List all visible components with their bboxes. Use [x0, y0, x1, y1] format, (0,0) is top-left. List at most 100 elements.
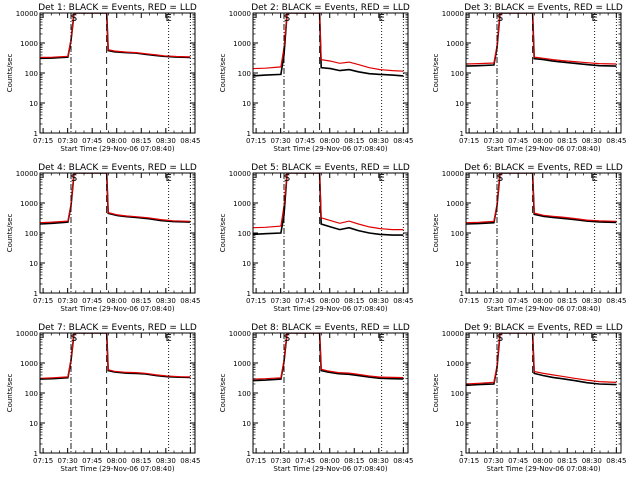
y-axis-label: Counts/sec	[219, 374, 227, 413]
plot-frame	[39, 172, 196, 294]
marker-s: S	[284, 13, 290, 24]
x-tick-label: 08:15	[344, 297, 364, 305]
marker-e: E	[378, 333, 384, 344]
x-tick-label: 08:15	[557, 457, 577, 465]
y-tick-label: 100	[25, 70, 38, 78]
series-group	[40, 333, 191, 380]
marker-s: S	[497, 333, 503, 344]
y-tick-label: 1	[34, 290, 38, 298]
marker-e: E	[378, 173, 384, 184]
y-tick-label: 10000	[229, 330, 251, 338]
x-tick-label: 08:00	[107, 457, 127, 465]
y-tick-label: 10000	[16, 10, 38, 18]
x-tick-label: 08:45	[393, 297, 413, 305]
x-tick-label: 08:30	[582, 457, 602, 465]
y-tick-label: 10	[455, 260, 464, 268]
plot-frame	[39, 12, 196, 134]
y-tick-label: 100	[451, 230, 464, 238]
x-tick-label: 08:15	[344, 137, 364, 145]
x-tick-label: 08:45	[180, 137, 200, 145]
x-tick-label: 08:45	[606, 137, 626, 145]
y-tick-label: 10	[29, 260, 38, 268]
marker-s: S	[284, 173, 290, 184]
x-tick-label: 08:15	[131, 457, 151, 465]
panel-title: Det 4: BLACK = Events, RED = LLD	[38, 163, 197, 173]
x-tick-label: 07:15	[246, 297, 266, 305]
x-tick-label: 07:15	[246, 137, 266, 145]
x-tick-label: 07:15	[459, 457, 479, 465]
x-tick-label: 07:45	[508, 457, 528, 465]
x-tick-label: 07:30	[271, 137, 291, 145]
x-tick-label: 08:30	[369, 297, 389, 305]
x-tick-label: 07:45	[295, 297, 315, 305]
series-group	[253, 333, 404, 382]
series-group	[40, 13, 191, 60]
x-tick-label: 08:30	[369, 457, 389, 465]
y-axis-label: Counts/sec	[219, 214, 227, 253]
marker-s: S	[497, 13, 503, 24]
y-axis-label: Counts/sec	[6, 54, 14, 93]
y-tick-label: 100	[238, 230, 251, 238]
y-tick-label: 1000	[20, 40, 38, 48]
plot-frame	[465, 172, 622, 294]
series-line-lld	[466, 173, 617, 224]
y-tick-label: 1	[247, 130, 251, 138]
series-group	[253, 173, 404, 236]
y-tick-label: 10000	[16, 330, 38, 338]
x-tick-label: 07:30	[484, 137, 504, 145]
x-axis-label: Start Time (29-Nov-06 07:08:40)	[273, 305, 387, 313]
panel-title: Det 6: BLACK = Events, RED = LLD	[464, 163, 623, 173]
x-tick-label: 08:15	[344, 457, 364, 465]
y-tick-label: 1	[247, 290, 251, 298]
marker-e: E	[591, 333, 597, 344]
x-tick-label: 08:45	[393, 137, 413, 145]
y-tick-label: 1	[34, 130, 38, 138]
x-tick-label: 07:30	[58, 137, 78, 145]
y-tick-label: 10000	[442, 170, 464, 178]
plot-frame	[252, 12, 409, 134]
y-tick-label: 10000	[16, 170, 38, 178]
x-tick-label: 07:45	[82, 137, 102, 145]
y-tick-label: 1000	[446, 40, 464, 48]
x-tick-label: 08:30	[156, 297, 176, 305]
marker-s: S	[71, 13, 77, 24]
x-tick-label: 07:45	[82, 457, 102, 465]
x-tick-label: 08:00	[320, 297, 340, 305]
x-tick-label: 07:45	[295, 137, 315, 145]
y-axis-label: Counts/sec	[432, 54, 440, 93]
panel-title: Det 8: BLACK = Events, RED = LLD	[251, 323, 410, 333]
x-tick-label: 08:15	[557, 297, 577, 305]
y-tick-label: 1000	[233, 200, 251, 208]
panel-title: Det 3: BLACK = Events, RED = LLD	[464, 3, 623, 13]
panel-title: Det 2: BLACK = Events, RED = LLD	[251, 3, 410, 13]
x-tick-label: 07:15	[459, 297, 479, 305]
y-tick-label: 10	[242, 420, 251, 428]
y-tick-label: 10	[455, 100, 464, 108]
x-tick-label: 07:30	[271, 457, 291, 465]
y-tick-label: 10000	[442, 330, 464, 338]
x-tick-label: 08:00	[533, 457, 553, 465]
x-tick-label: 08:45	[606, 457, 626, 465]
x-tick-label: 08:30	[582, 297, 602, 305]
series-line-lld	[253, 13, 404, 72]
x-tick-label: 08:00	[533, 297, 553, 305]
y-tick-label: 100	[451, 70, 464, 78]
x-axis-label: Start Time (29-Nov-06 07:08:40)	[60, 465, 174, 473]
y-axis-label: Counts/sec	[432, 214, 440, 253]
x-tick-label: 08:00	[320, 457, 340, 465]
y-tick-label: 1000	[233, 40, 251, 48]
x-tick-label: 07:45	[508, 137, 528, 145]
y-tick-label: 1	[460, 130, 464, 138]
x-tick-label: 07:15	[33, 137, 53, 145]
y-tick-label: 10000	[229, 10, 251, 18]
x-tick-label: 07:15	[33, 297, 53, 305]
series-line-lld	[466, 333, 617, 385]
